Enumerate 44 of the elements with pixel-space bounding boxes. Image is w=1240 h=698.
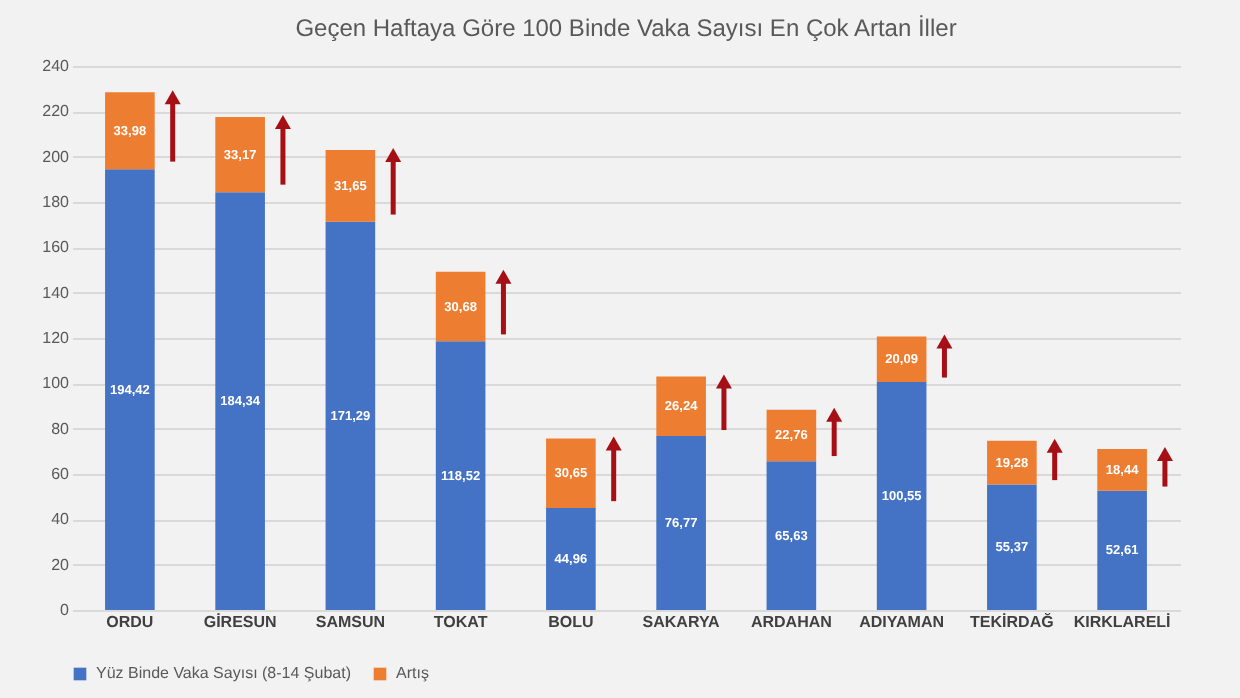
bar [215, 116, 265, 193]
y-tick-label: 180 [42, 193, 71, 211]
bar [105, 92, 155, 170]
y-tick-label: 40 [51, 510, 71, 529]
y-tick-label: 220 [42, 102, 71, 121]
x-tick-label: ORDU [106, 613, 154, 631]
y-tick-label: 20 [51, 555, 71, 574]
y-tick-label: 120 [42, 329, 71, 347]
bar [656, 435, 706, 610]
x-tick-label: SAMSUN [315, 613, 386, 631]
bar [766, 461, 817, 610]
x-tick-label: KIRKLARELİ [1073, 613, 1171, 631]
y-tick-label: 100 [42, 374, 71, 393]
bar [435, 341, 486, 610]
x-tick-label: TEKİRDAĞ [970, 611, 1054, 631]
bar [987, 484, 1037, 610]
bar [1097, 448, 1147, 491]
y-tick-label: 160 [42, 238, 71, 257]
x-tick-label: BOLU [548, 613, 594, 631]
bar [546, 438, 596, 509]
bar [325, 150, 376, 222]
chart-title: Geçen Haftaya Göre 100 Binde Vaka Sayısı En Çok Artan İller [295, 14, 957, 42]
x-tick-label: GİRESUN [203, 613, 278, 631]
bar [325, 221, 376, 610]
x-tick-label: ADIYAMAN [859, 613, 945, 631]
bar [656, 376, 706, 436]
y-tick-label: 140 [42, 283, 71, 302]
bar [876, 382, 927, 610]
x-tick-label: SAKARYA [642, 613, 721, 631]
legend-label: Artış [396, 664, 429, 682]
bar [546, 508, 596, 610]
y-tick-label: 0 [60, 601, 71, 619]
x-tick-label: ARDAHAN [750, 613, 833, 631]
bar [105, 169, 155, 610]
x-tick-label: TOKAT [433, 613, 488, 631]
y-tick-label: 240 [42, 57, 71, 75]
legend-label: Yüz Binde Vaka Sayısı (8-14 Şubat) [96, 664, 352, 682]
y-tick-label: 80 [51, 419, 71, 438]
bar [766, 409, 817, 462]
y-tick-label: 200 [42, 147, 71, 166]
y-tick-label: 60 [51, 465, 71, 483]
bar [215, 192, 265, 610]
bar [1097, 490, 1147, 610]
bar [435, 271, 486, 342]
